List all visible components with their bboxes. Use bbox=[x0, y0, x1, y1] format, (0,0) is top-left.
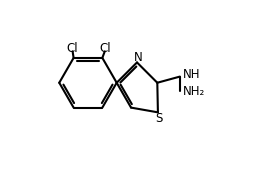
Text: Cl: Cl bbox=[100, 42, 111, 55]
Text: NH₂: NH₂ bbox=[183, 86, 205, 98]
Text: NH: NH bbox=[183, 68, 200, 81]
Text: N: N bbox=[134, 51, 143, 64]
Text: Cl: Cl bbox=[67, 42, 78, 55]
Text: S: S bbox=[155, 112, 163, 125]
